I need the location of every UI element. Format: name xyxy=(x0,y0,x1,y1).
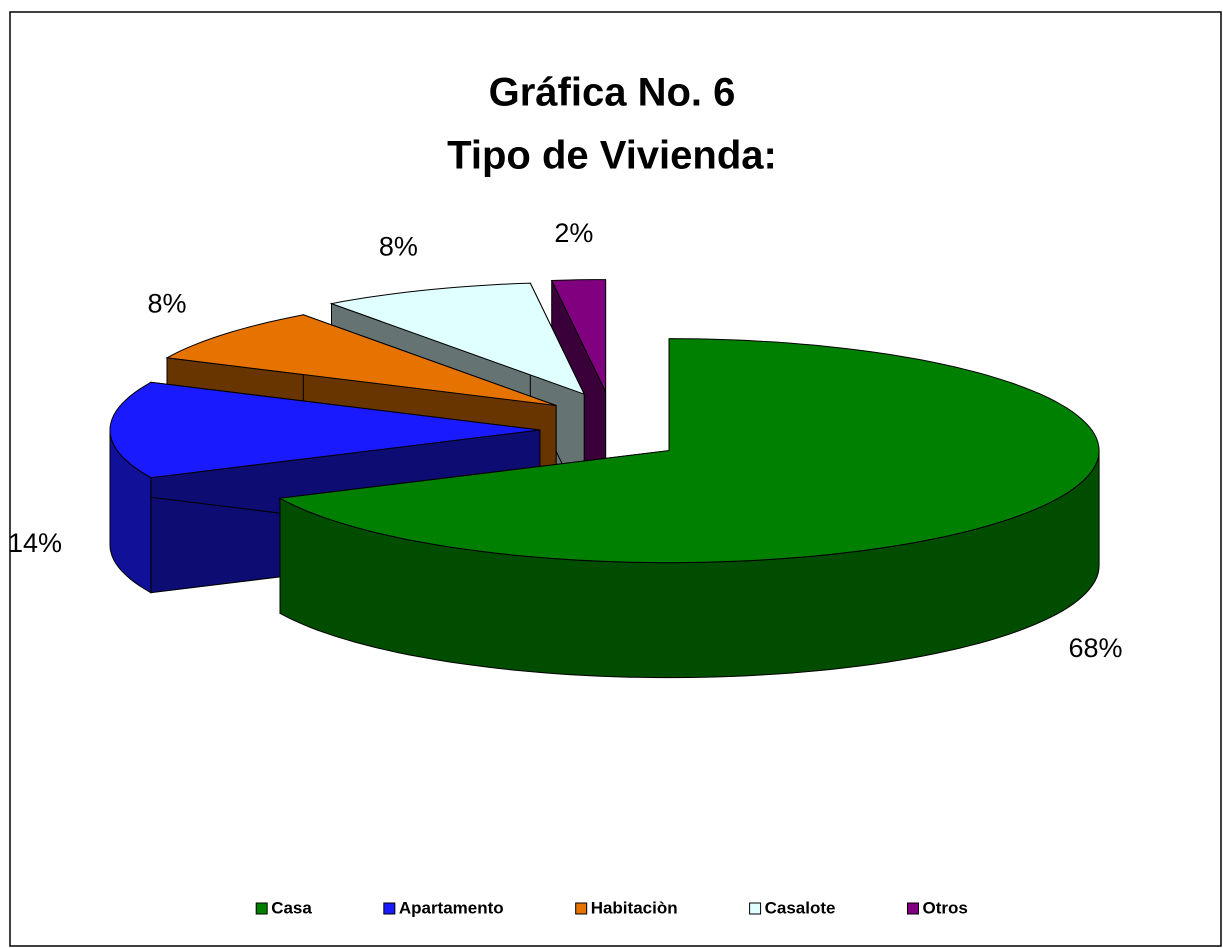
slice xyxy=(109,381,541,479)
data-label: 8% xyxy=(147,289,186,319)
data-label: 2% xyxy=(554,218,593,248)
legend-label: Casalote xyxy=(765,898,836,917)
data-label: 68% xyxy=(1068,633,1122,663)
legend-label: Casa xyxy=(271,898,312,917)
legend-item: Otros xyxy=(906,898,968,917)
slice xyxy=(165,314,557,406)
legend-item: Habitaciòn xyxy=(575,898,678,917)
legend-swatch xyxy=(383,902,396,915)
slice xyxy=(278,338,1100,564)
legend-item: Apartamento xyxy=(383,898,504,917)
legend-swatch xyxy=(749,902,762,915)
legend-swatch xyxy=(906,902,919,915)
legend-label: Habitaciòn xyxy=(591,898,678,917)
slice xyxy=(329,282,586,396)
chart-title: Gráfica No. 6 xyxy=(489,71,736,115)
pie: 68% 14% 8% 8% 2% xyxy=(8,218,1123,679)
data-label: 8% xyxy=(379,231,418,261)
data-label: 14% xyxy=(8,528,62,558)
chart-subtitle: Tipo de Vivienda: xyxy=(447,134,777,178)
legend-swatch xyxy=(255,902,268,915)
legend: Casa Apartamento Habitaciòn Casalote Otros xyxy=(255,898,968,917)
legend-item: Casa xyxy=(255,898,312,917)
legend-label: Apartamento xyxy=(399,898,504,917)
slice xyxy=(550,279,607,392)
legend-item: Casalote xyxy=(749,898,836,917)
legend-swatch xyxy=(575,902,588,915)
legend-label: Otros xyxy=(922,898,967,917)
